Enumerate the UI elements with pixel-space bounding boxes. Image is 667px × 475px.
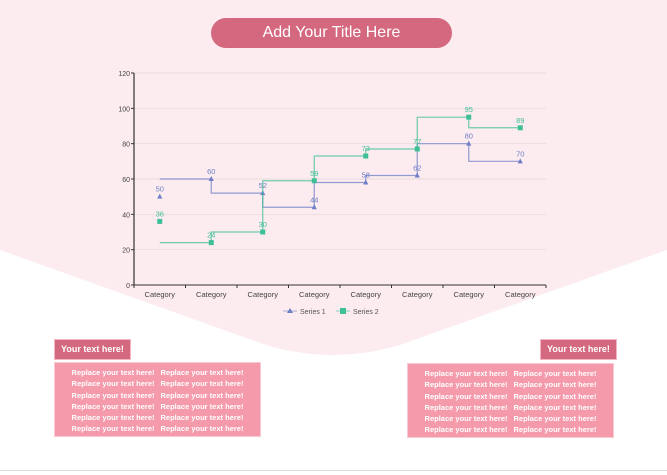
data-label: 73 — [362, 144, 370, 153]
data-label: 50 — [156, 185, 164, 194]
text-cell: Replace your text here! — [71, 390, 155, 400]
step-line-chart: 0 20 40 60 80 100 120 Category Category Category C… — [118, 71, 547, 316]
text-cell: Replace your text here! — [71, 401, 155, 411]
series-1-point — [157, 193, 163, 199]
text-cell: Replace your text here! — [513, 402, 597, 412]
y-tick-label: 20 — [122, 248, 130, 255]
series-2-point — [414, 146, 420, 152]
right-text-box[interactable]: Replace your text here! Replace your text… — [407, 363, 614, 438]
text-row: Replace your text here! Replace your text… — [408, 379, 613, 390]
x-tick-label: Category — [402, 290, 433, 299]
text-cell: Replace your text here! — [160, 379, 244, 389]
text-cell: Replace your text here! — [513, 369, 597, 378]
text-cell: Replace your text here! — [513, 414, 597, 424]
x-tick-label: Category — [248, 290, 279, 299]
legend-label: Series 1 — [300, 309, 326, 316]
y-tick-label: 0 — [126, 283, 130, 290]
text-cell: Replace your text here! — [160, 390, 244, 400]
y-tick-label: 120 — [118, 71, 130, 78]
text-cell: Replace your text here! — [513, 380, 597, 390]
text-row: Replace your text here! Replace your text… — [55, 401, 260, 412]
series-2-point — [363, 153, 369, 159]
text-cell: Replace your text here! — [424, 402, 508, 412]
chart-title[interactable]: Add Your Title Here — [211, 18, 452, 48]
series-1-point — [363, 179, 369, 185]
text-cell: Replace your text here! — [513, 391, 597, 401]
x-tick-label: Category — [454, 290, 485, 299]
legend-triangle-icon — [287, 308, 293, 313]
data-label: 24 — [207, 231, 215, 240]
text-row: Replace your text here! Replace your text… — [55, 367, 260, 378]
text-cell: Replace your text here! — [513, 425, 597, 435]
text-row: Replace your text here! Replace your text… — [55, 423, 260, 434]
text-cell: Replace your text here! — [424, 425, 508, 435]
right-panel-label[interactable]: Your text here! — [540, 339, 617, 360]
data-label: 70 — [516, 149, 524, 158]
x-tick-label: Category — [505, 290, 536, 299]
data-label: 58 — [362, 171, 370, 180]
series-1-point — [311, 204, 317, 210]
text-row: Replace your text here! Replace your text… — [408, 413, 613, 424]
legend-square-icon — [340, 308, 346, 314]
text-cell: Replace your text here! — [424, 391, 508, 401]
text-row: Replace your text here! Replace your text… — [408, 402, 613, 413]
y-tick-label: 60 — [122, 177, 130, 184]
text-cell: Replace your text here! — [71, 413, 155, 423]
series-2-line — [159, 116, 521, 244]
text-row: Replace your text here! Replace your text… — [55, 412, 260, 423]
data-label: 89 — [516, 116, 524, 125]
text-cell: Replace your text here! — [71, 379, 155, 389]
y-tick-label: 80 — [122, 142, 130, 149]
series-2-point — [208, 240, 214, 246]
text-cell: Replace your text here! — [160, 401, 244, 411]
data-label: 77 — [413, 137, 421, 146]
text-cell: Replace your text here! — [424, 414, 508, 424]
left-panel-label[interactable]: Your text here! — [54, 339, 131, 360]
data-label: 62 — [413, 163, 421, 172]
data-label: 95 — [465, 105, 473, 114]
text-cell: Replace your text here! — [160, 424, 244, 434]
x-tick-label: Category — [196, 290, 227, 299]
series-2-point — [260, 229, 266, 235]
data-label: 60 — [207, 167, 215, 176]
text-row: Replace your text here! Replace your text… — [408, 424, 613, 435]
data-label: 36 — [156, 209, 164, 218]
y-tick-label: 40 — [122, 212, 130, 219]
series-2-point — [157, 218, 163, 224]
left-text-box[interactable]: Replace your text here! Replace your text… — [54, 362, 261, 437]
data-label: 44 — [310, 195, 318, 204]
text-cell: Replace your text here! — [160, 368, 244, 377]
text-cell: Replace your text here! — [424, 380, 508, 390]
data-label: 59 — [310, 169, 318, 178]
data-label: 80 — [465, 132, 473, 141]
series-1-point — [466, 140, 472, 146]
text-cell: Replace your text here! — [424, 369, 508, 378]
series-2-point — [311, 178, 317, 184]
series-1-point — [517, 158, 523, 164]
x-tick-label: Category — [351, 290, 382, 299]
x-tick-label: Category — [145, 290, 176, 299]
series-1-point — [414, 172, 420, 178]
text-row: Replace your text here! Replace your text… — [55, 390, 260, 401]
series-2-point — [517, 125, 523, 131]
text-cell: Replace your text here! — [71, 368, 155, 377]
legend-label: Series 2 — [353, 309, 379, 316]
data-label: 30 — [259, 220, 267, 229]
text-row: Replace your text here! Replace your text… — [408, 391, 613, 402]
text-cell: Replace your text here! — [160, 413, 244, 423]
text-row: Replace your text here! Replace your text… — [408, 368, 613, 379]
text-cell: Replace your text here! — [71, 424, 155, 434]
series-1-point — [208, 176, 214, 181]
text-row: Replace your text here! Replace your text… — [55, 378, 260, 389]
series-1-line — [159, 143, 521, 208]
series-2-point — [466, 114, 472, 120]
y-tick-label: 100 — [118, 106, 130, 113]
divider — [0, 470, 667, 471]
x-tick-label: Category — [299, 290, 330, 299]
